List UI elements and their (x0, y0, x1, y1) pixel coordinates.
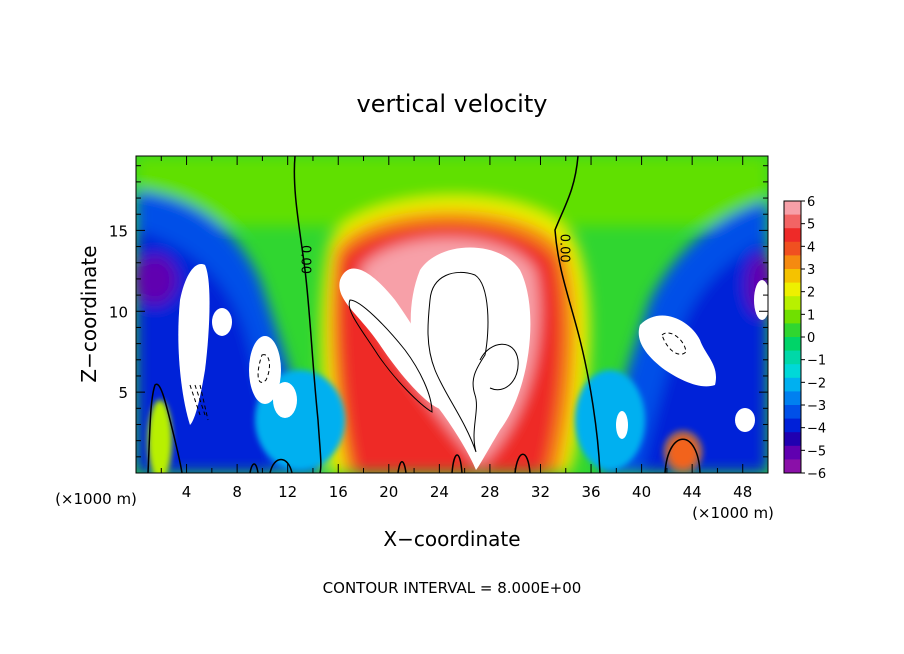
zero-contour-bump-4 (451, 454, 463, 473)
zero-contour-bump-5 (514, 453, 531, 473)
colorbar-swatch (784, 282, 801, 297)
contour-interval-note: CONTOUR INTERVAL = 8.000E+00 (323, 579, 582, 597)
y-tick-label: 10 (109, 303, 128, 321)
x-tick-label: 40 (632, 483, 651, 501)
updraft-arm-white (339, 268, 445, 410)
y-axis: 5 10 15 (109, 165, 768, 458)
y-tick-label: 15 (109, 222, 128, 240)
x-axis: 4 8 12 16 20 24 28 32 36 40 44 48 (160, 156, 752, 501)
colorbar-tick-label: 0 (807, 331, 815, 346)
x-axis-unit-left: (×1000 m) (55, 490, 137, 508)
right-downdraft-white (638, 315, 717, 387)
x-tick-label: 28 (480, 483, 499, 501)
zero-contour-low-left (147, 383, 183, 473)
colorbar-swatch (784, 459, 801, 474)
colorbar-swatch (784, 201, 801, 216)
x-tick-label: 16 (329, 483, 348, 501)
x-axis-label: X−coordinate (383, 527, 520, 551)
left-white-blob-3 (249, 336, 281, 404)
x-tick-label: 8 (232, 483, 242, 501)
chart-title: vertical velocity (357, 90, 548, 118)
contour-updraft-hook (479, 343, 519, 391)
left-purple-patch (136, 255, 177, 305)
y-axis-label: Z−coordinate (77, 245, 101, 382)
colorbar-swatch (784, 391, 801, 406)
zero-contour-bump-2 (269, 458, 293, 473)
colorbar-tick-label: 2 (807, 286, 815, 301)
x-tick-label: 36 (581, 483, 600, 501)
zero-contour-left (293, 156, 322, 473)
colorbar-swatch (784, 377, 801, 392)
colorbar-tick-label: −3 (807, 399, 826, 414)
x-tick-label: 44 (683, 483, 702, 501)
x-axis-unit-right: (×1000 m) (692, 504, 774, 522)
colorbar-tick-label: 1 (807, 308, 815, 323)
left-downdraft-white (178, 264, 210, 425)
left-white-blob-2 (212, 308, 232, 336)
x-tick-label: 48 (733, 483, 752, 501)
left-white-blob-4 (273, 382, 297, 418)
x-tick-label: 20 (379, 483, 398, 501)
colorbar-tick-label: 6 (807, 195, 815, 210)
x-tick-label: 4 (182, 483, 192, 501)
x-tick-label: 32 (531, 483, 550, 501)
colorbar-swatch (784, 241, 801, 256)
contour-neg-left-1 (257, 354, 270, 383)
contour-labels: 0.00 0.00 (298, 234, 572, 274)
right-white-blob-4 (616, 411, 628, 439)
colorbar-swatch (784, 214, 801, 229)
colorbar-tick-label: 3 (807, 263, 815, 278)
right-white-blob-3 (735, 408, 755, 432)
colorbar-tick-label: −4 (807, 422, 826, 437)
colorbar-swatch (784, 350, 801, 365)
mid-cyan-right (575, 370, 645, 470)
left-low-yellow (148, 400, 172, 473)
contour-neg-right (661, 332, 687, 355)
colorbar-swatch (784, 309, 801, 324)
zero-contour-bump-3 (397, 461, 407, 473)
zero-contour-right (554, 156, 601, 473)
colorbar-swatch (784, 228, 801, 243)
colorbar-tick-label: 4 (807, 240, 815, 255)
colorbar-swatch (784, 432, 801, 447)
contour-neg-left-2 (189, 384, 209, 421)
colorbar-swatch (784, 445, 801, 460)
heatmap-field (136, 156, 768, 473)
contour-label: 0.00 (298, 245, 313, 274)
colorbar-swatch (784, 418, 801, 433)
colorbar-swatch (784, 269, 801, 284)
colorbar-swatch (784, 323, 801, 338)
x-tick-label: 24 (430, 483, 449, 501)
colorbar-swatch (784, 364, 801, 379)
colorbar-tick-label: 5 (807, 218, 815, 233)
colorbar-tick-label: −2 (807, 376, 826, 391)
x-tick-label: 12 (278, 483, 297, 501)
updraft-core-white (410, 247, 531, 470)
zero-contour-bump-1 (249, 463, 259, 473)
colorbar-swatch (784, 296, 801, 311)
colorbar-tick-label: −6 (807, 467, 826, 482)
contour-updraft-arm (348, 299, 433, 413)
plot-frame (135, 155, 769, 474)
colorbar-swatch (784, 255, 801, 270)
y-tick-label: 5 (118, 384, 128, 402)
colorbar-swatch (784, 405, 801, 420)
colorbar-swatch (784, 337, 801, 352)
colorbar-tick-label: −1 (807, 354, 826, 369)
colorbar: 6 5 4 3 2 1 0 −1 −2 −3 −4 −5 −6 (783, 195, 826, 482)
colorbar-tick-label: −5 (807, 444, 826, 459)
orange-spot (663, 430, 703, 473)
zero-contour-bump-6 (664, 438, 701, 473)
contour-label: 0.00 (557, 234, 572, 263)
contour-updraft-core (427, 271, 489, 453)
right-white-blob-2 (754, 280, 768, 320)
